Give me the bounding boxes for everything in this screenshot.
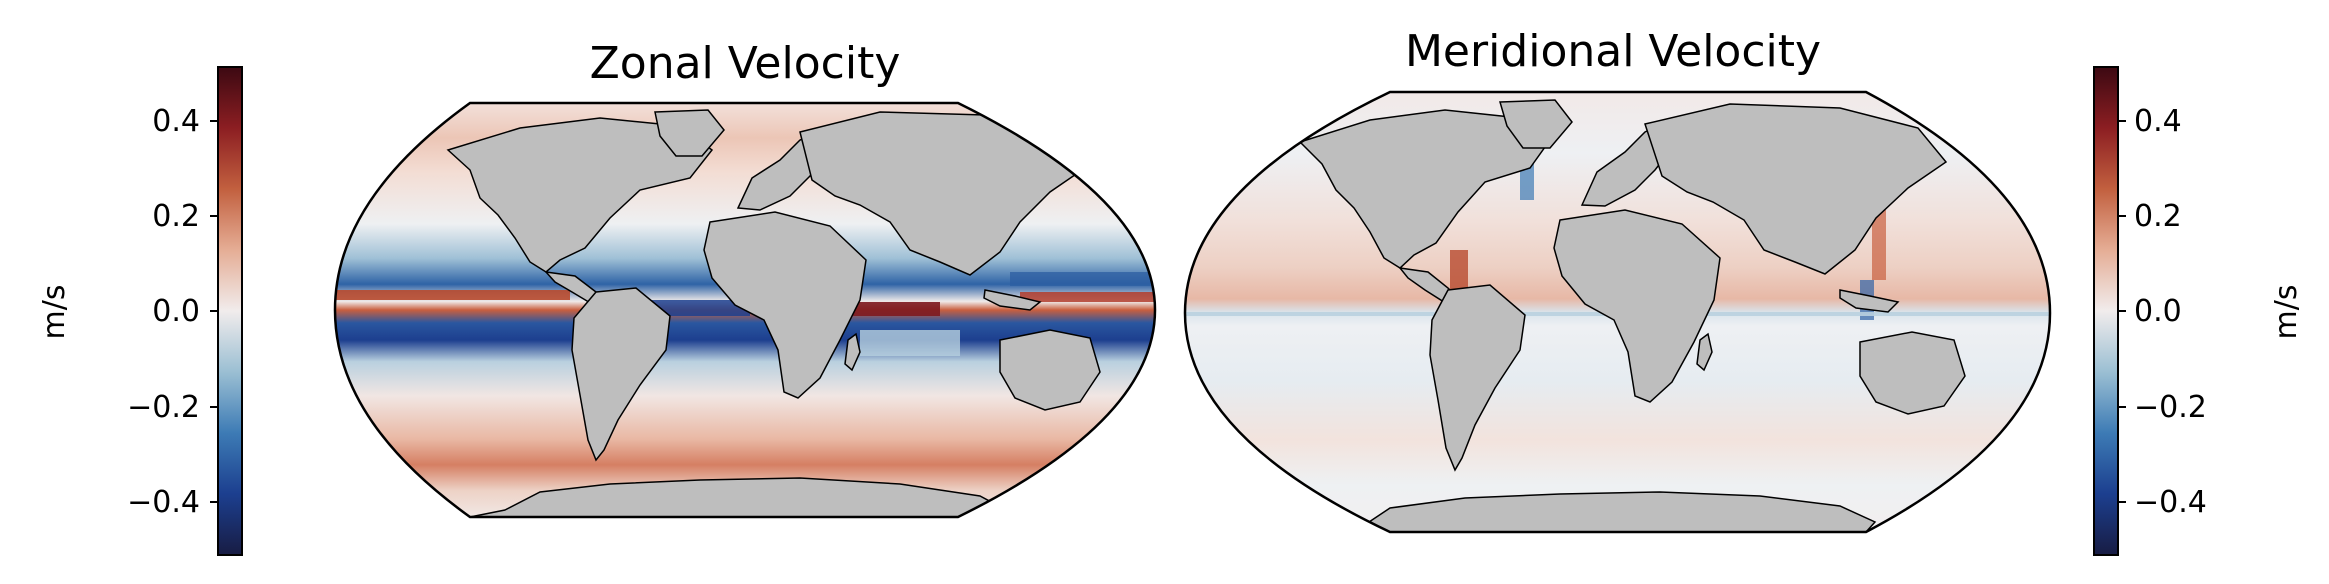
colorbar-left-tick-4: −0.4 bbox=[127, 485, 200, 520]
colorbar-left-ticks bbox=[210, 120, 218, 503]
meridional-velocity-field bbox=[1185, 92, 2050, 532]
colorbar-right-label: m/s bbox=[2269, 285, 2304, 340]
panel-zonal-title: Zonal Velocity bbox=[590, 38, 901, 89]
colorbar-right: 0.4 0.2 0.0 −0.2 −0.4 m/s bbox=[2093, 66, 2304, 556]
colorbar-left-gradient bbox=[217, 66, 243, 556]
colorbar-left: 0.4 0.2 0.0 −0.2 −0.4 m/s bbox=[37, 66, 243, 556]
panel-zonal-outline bbox=[333, 101, 1157, 519]
colorbar-right-tick-2: 0.0 bbox=[2134, 294, 2182, 329]
colorbar-left-tick-3: −0.2 bbox=[127, 390, 200, 425]
colorbar-right-tick-1: 0.2 bbox=[2134, 199, 2182, 234]
colorbar-right-ticks bbox=[2118, 120, 2126, 503]
colorbar-right-gradient bbox=[2093, 66, 2119, 556]
colorbar-left-tick-1: 0.2 bbox=[152, 199, 200, 234]
panel-zonal: Zonal Velocity bbox=[333, 38, 1157, 519]
panel-meridional: Meridional Velocity bbox=[1183, 26, 2052, 534]
zonal-velocity-field bbox=[335, 103, 1155, 517]
colorbar-left-tick-0: 0.4 bbox=[152, 104, 200, 139]
colorbar-right-tick-4: −0.4 bbox=[2134, 485, 2207, 520]
colorbar-right-tick-3: −0.2 bbox=[2134, 390, 2207, 425]
colorbar-left-tick-2: 0.0 bbox=[152, 294, 200, 329]
panel-meridional-outline bbox=[1183, 90, 2052, 534]
colorbar-left-label: m/s bbox=[37, 285, 72, 340]
panel-meridional-title: Meridional Velocity bbox=[1405, 26, 1821, 77]
colorbar-right-tick-0: 0.4 bbox=[2134, 104, 2182, 139]
